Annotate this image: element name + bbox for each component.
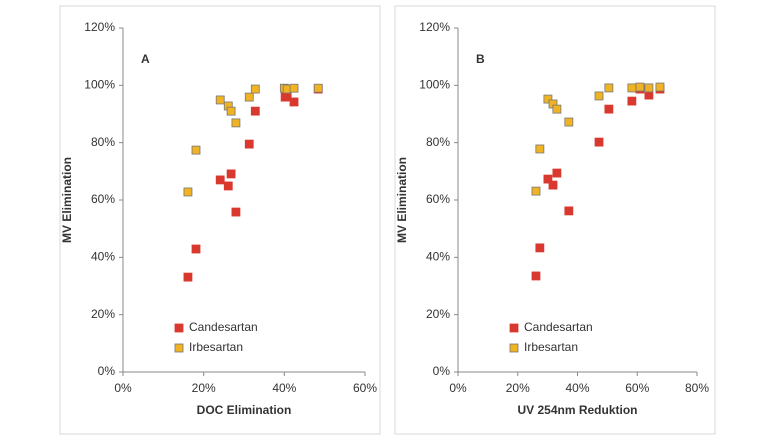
point: [543, 94, 553, 104]
point: [552, 168, 562, 178]
x-tick-label: 20%: [506, 381, 530, 395]
point: [627, 96, 637, 106]
y-tick-label: 40%: [91, 250, 115, 264]
x-tick-label: 0%: [114, 381, 132, 395]
point: [250, 84, 260, 94]
legend-marker: [174, 343, 184, 353]
point: [604, 83, 614, 93]
point: [215, 175, 225, 185]
x-tick-label: 80%: [685, 381, 709, 395]
y-tick-label: 100%: [84, 78, 115, 92]
legend-marker: [174, 323, 184, 333]
point: [244, 139, 254, 149]
point: [231, 118, 241, 128]
x-tick-label: 60%: [625, 381, 649, 395]
x-tick-label: 20%: [192, 381, 216, 395]
y-tick-label: 80%: [426, 135, 450, 149]
panel-label: B: [476, 52, 485, 66]
panel-border: [394, 5, 716, 435]
point: [183, 272, 193, 282]
point: [604, 104, 614, 114]
point: [191, 145, 201, 155]
legend-marker: [509, 343, 519, 353]
y-tick-label: 40%: [426, 250, 450, 264]
point: [226, 106, 236, 116]
point: [548, 180, 558, 190]
panel-border: [59, 5, 381, 435]
legend-label: Irbesartan: [189, 340, 243, 354]
point: [655, 82, 665, 92]
y-tick-label: 120%: [84, 20, 115, 34]
x-axis-label: UV 254nm Reduktion: [517, 403, 637, 417]
point: [552, 104, 562, 114]
point: [535, 243, 545, 253]
point: [564, 117, 574, 127]
y-tick-label: 80%: [91, 135, 115, 149]
point: [594, 137, 604, 147]
y-tick-label: 20%: [91, 307, 115, 321]
y-tick-label: 60%: [426, 192, 450, 206]
y-tick-label: 0%: [433, 364, 451, 378]
point: [313, 83, 323, 93]
point: [244, 92, 254, 102]
legend-label: Irbesartan: [524, 340, 578, 354]
y-axis-label: MV Elimination: [60, 157, 74, 243]
y-tick-label: 0%: [98, 364, 116, 378]
point: [226, 169, 236, 179]
panel-label: A: [141, 52, 150, 66]
point: [231, 207, 241, 217]
point: [644, 83, 654, 93]
legend-marker: [509, 323, 519, 333]
point: [627, 83, 637, 93]
legend-label: Candesartan: [524, 320, 593, 334]
point: [215, 95, 225, 105]
point: [289, 83, 299, 93]
point: [635, 82, 645, 92]
point: [531, 186, 541, 196]
point: [250, 106, 260, 116]
x-tick-label: 40%: [565, 381, 589, 395]
x-tick-label: 40%: [272, 381, 296, 395]
y-tick-label: 120%: [419, 20, 450, 34]
point: [531, 271, 541, 281]
point: [543, 174, 553, 184]
point: [535, 144, 545, 154]
x-axis-label: DOC Elimination: [197, 403, 292, 417]
point: [183, 187, 193, 197]
y-tick-label: 100%: [419, 78, 450, 92]
legend-label: Candesartan: [189, 320, 258, 334]
y-tick-label: 20%: [426, 307, 450, 321]
x-tick-label: 0%: [449, 381, 467, 395]
point: [289, 97, 299, 107]
y-tick-label: 60%: [91, 192, 115, 206]
point: [564, 206, 574, 216]
point: [191, 244, 201, 254]
x-tick-label: 60%: [353, 381, 377, 395]
y-axis-label: MV Elimination: [395, 157, 409, 243]
point: [223, 181, 233, 191]
point: [594, 91, 604, 101]
